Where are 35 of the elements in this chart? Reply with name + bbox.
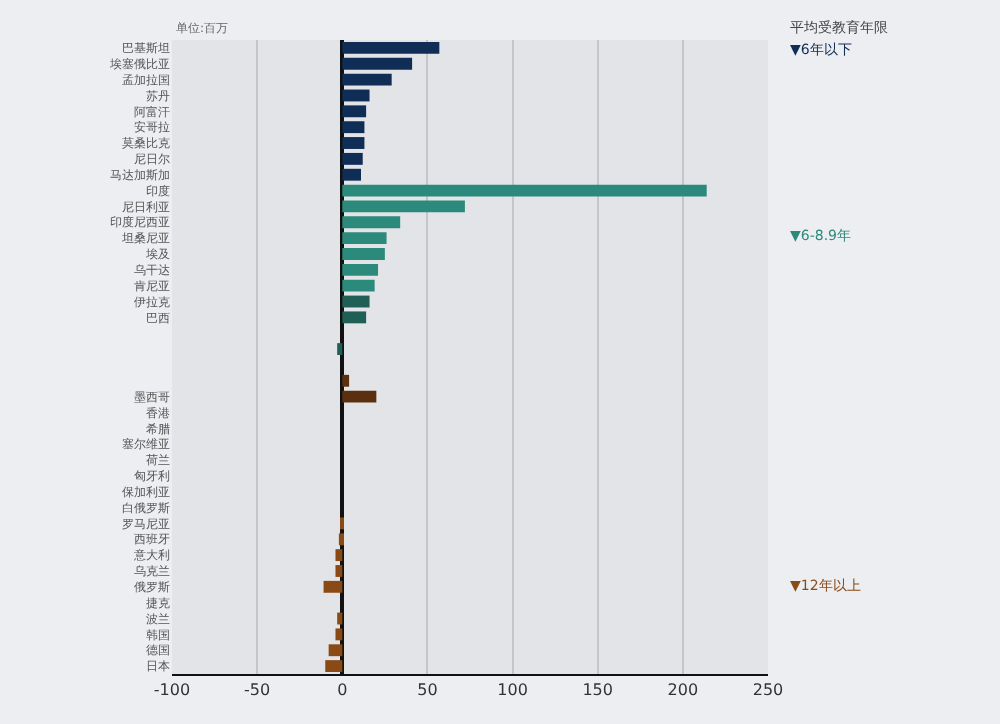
bar	[342, 152, 363, 165]
x-tick-label: 150	[582, 681, 613, 700]
x-tick-label: -50	[244, 681, 271, 700]
bar	[342, 232, 387, 245]
bar	[342, 248, 385, 260]
bar	[337, 612, 343, 625]
bar	[342, 390, 377, 403]
bar	[342, 168, 362, 181]
x-tick-label: 0	[337, 681, 348, 700]
bar	[342, 295, 370, 308]
x-tick-label: 250	[752, 681, 784, 700]
bar	[335, 549, 343, 562]
bar	[342, 374, 350, 387]
bar	[325, 660, 343, 673]
bar	[323, 580, 343, 593]
x-tick-label: 200	[667, 681, 699, 700]
bar	[342, 121, 365, 134]
bar	[342, 89, 370, 102]
x-tick-label: -100	[153, 681, 191, 700]
bar	[342, 137, 365, 149]
bar	[342, 311, 367, 324]
bar	[337, 343, 343, 356]
bar	[328, 644, 343, 657]
bar	[342, 216, 401, 229]
bar	[342, 57, 413, 70]
bar	[342, 73, 392, 86]
x-tick-label: 50	[417, 681, 438, 700]
x-tick-label: 100	[497, 681, 528, 700]
bar	[342, 263, 379, 276]
bar	[338, 533, 344, 546]
bar	[342, 279, 375, 292]
bar	[342, 105, 367, 118]
bar	[342, 41, 440, 54]
bar	[335, 565, 343, 577]
bar	[335, 628, 343, 641]
